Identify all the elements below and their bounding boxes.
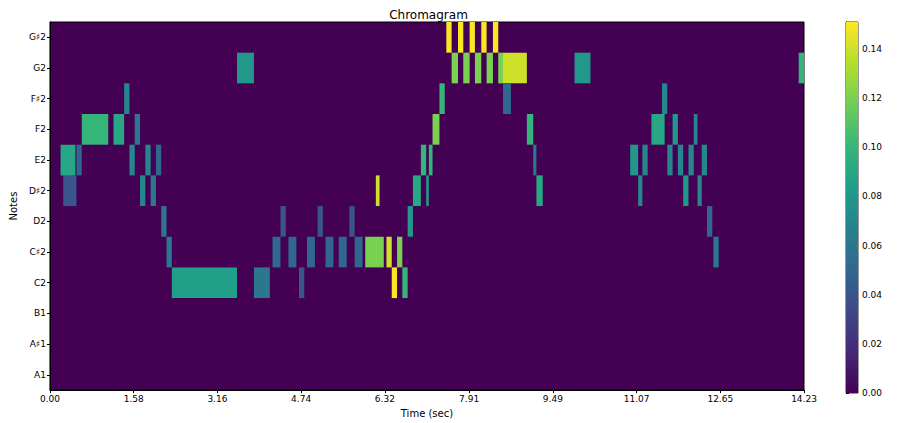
svg-text:6.32: 6.32 [375, 394, 395, 404]
svg-text:A♯1: A♯1 [30, 339, 46, 349]
svg-text:0.06: 0.06 [862, 241, 882, 251]
svg-text:Time (sec): Time (sec) [400, 408, 453, 419]
svg-text:D♯2: D♯2 [29, 186, 46, 196]
svg-text:B1: B1 [34, 308, 46, 318]
svg-text:7.91: 7.91 [459, 394, 479, 404]
svg-text:12.65: 12.65 [707, 394, 733, 404]
svg-text:1.58: 1.58 [124, 394, 144, 404]
svg-text:9.49: 9.49 [543, 394, 563, 404]
svg-text:0.10: 0.10 [862, 142, 882, 152]
svg-text:4.74: 4.74 [291, 394, 311, 404]
svg-text:F♯2: F♯2 [31, 94, 46, 104]
svg-text:0.14: 0.14 [862, 44, 882, 54]
svg-text:14.23: 14.23 [791, 394, 817, 404]
svg-text:Notes: Notes [8, 192, 19, 221]
svg-text:0.02: 0.02 [862, 339, 882, 349]
svg-text:11.07: 11.07 [624, 394, 650, 404]
svg-text:0.12: 0.12 [862, 93, 882, 103]
svg-text:3.16: 3.16 [207, 394, 227, 404]
svg-text:F2: F2 [35, 124, 46, 134]
svg-text:G2: G2 [33, 63, 46, 73]
svg-text:0.00: 0.00 [40, 394, 60, 404]
svg-text:A1: A1 [34, 370, 46, 380]
svg-text:0.04: 0.04 [862, 290, 882, 300]
svg-text:E2: E2 [35, 155, 46, 165]
svg-text:G♯2: G♯2 [29, 32, 46, 42]
svg-text:C♯2: C♯2 [30, 247, 46, 257]
svg-text:D2: D2 [33, 216, 46, 226]
svg-text:C2: C2 [34, 278, 46, 288]
svg-text:0.00: 0.00 [862, 388, 882, 398]
svg-text:0.08: 0.08 [862, 191, 882, 201]
svg-text:Chromagram: Chromagram [389, 8, 468, 22]
